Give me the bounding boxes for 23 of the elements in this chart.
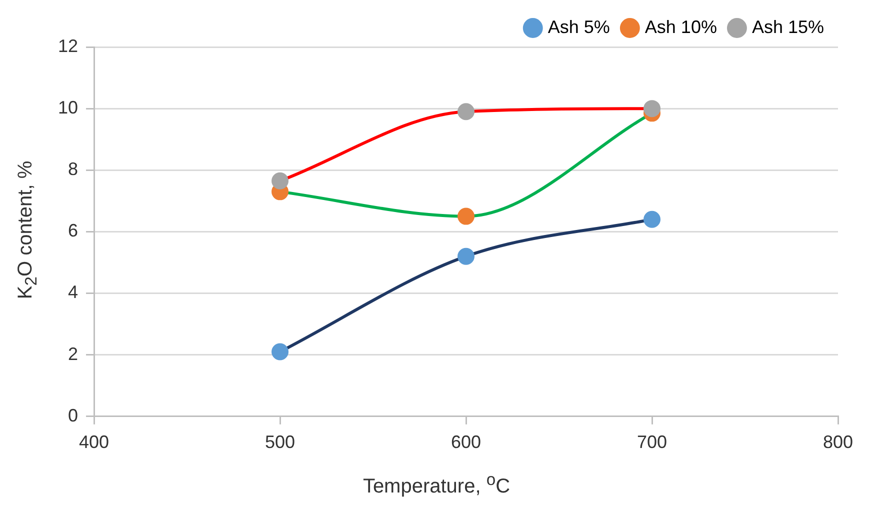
x-tick-label: 700 <box>636 432 668 452</box>
y-tick-label: 0 <box>68 405 78 426</box>
y-tick-label: 8 <box>68 159 78 180</box>
x-tick-label: 500 <box>264 432 296 452</box>
legend-label: Ash 10% <box>644 16 717 37</box>
y-tick-label: 4 <box>68 282 78 302</box>
point <box>458 248 475 265</box>
point <box>272 172 289 190</box>
point <box>458 208 475 225</box>
x-tick-label: 800 <box>822 432 854 452</box>
y-tick-label: 12 <box>58 36 78 56</box>
point <box>644 210 661 228</box>
y-tick-label: 6 <box>68 220 78 241</box>
point <box>644 100 661 118</box>
legend-label: Ash 5% <box>548 16 610 37</box>
y-tick-label: 2 <box>68 344 78 364</box>
point <box>458 103 475 120</box>
x-tick-label: 600 <box>450 432 482 452</box>
legend-label: Ash 15% <box>752 16 824 37</box>
x-tick-label: 400 <box>79 432 110 452</box>
x-axis-title: Temperature, $^{o}$C <box>362 470 512 499</box>
y-tick-label: 10 <box>58 98 78 118</box>
point <box>272 343 289 360</box>
